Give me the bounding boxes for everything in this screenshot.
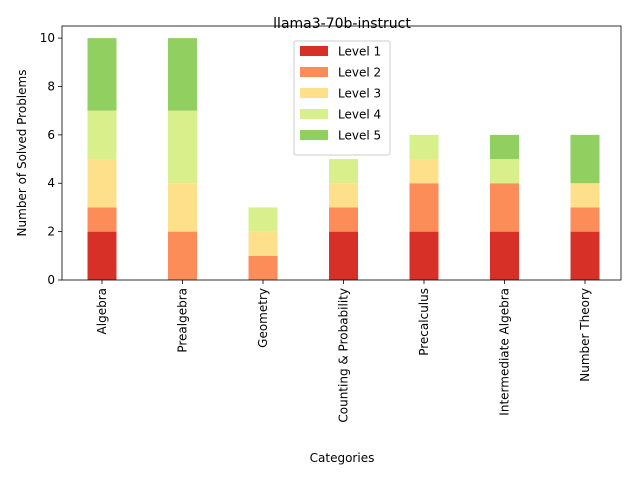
y-tick-label: 10 <box>40 31 55 45</box>
bar-segment-intermediate-algebra-level-4 <box>490 159 519 184</box>
x-axis: Algebra Prealgebra Geometry Counting & Prob… <box>95 280 592 423</box>
bar-segment-precalculus-level-4 <box>409 134 439 160</box>
legend: Level 1 Level 2 Level 3 Level 4 Level 5 <box>293 40 391 156</box>
bar-segment-prealgebra-level-3 <box>168 183 197 232</box>
bar-segment-prealgebra-level-4 <box>168 110 197 184</box>
y-tick-label: 2 <box>47 225 55 239</box>
bar-segment-number-theory-level-5 <box>570 134 600 184</box>
y-axis-label: Number of Solved Problems <box>15 70 29 237</box>
x-tick-label: Algebra <box>95 288 109 334</box>
bar-segment-intermediate-algebra-level-1 <box>490 231 519 280</box>
legend-swatch <box>300 130 328 140</box>
legend-swatch <box>300 46 328 56</box>
bar-segment-counting-probability-level-3 <box>329 183 358 208</box>
bars-group <box>87 38 600 280</box>
legend-label: Level 2 <box>338 66 381 80</box>
bar-segment-algebra-level-1 <box>87 231 117 280</box>
legend-swatch <box>300 67 328 77</box>
bar-segment-intermediate-algebra-level-5 <box>490 134 519 160</box>
bar-segment-algebra-level-5 <box>87 38 117 111</box>
bar-segment-algebra-level-2 <box>87 207 117 232</box>
y-tick-label: 8 <box>47 79 55 93</box>
legend-label: Level 3 <box>338 87 381 101</box>
bar-segment-counting-probability-level-2 <box>329 207 358 232</box>
plot-frame <box>61 25 622 281</box>
x-tick-label: Intermediate Algebra <box>498 288 512 416</box>
bar-segment-geometry-level-2 <box>248 255 278 280</box>
bar-segment-geometry-level-4 <box>248 207 278 232</box>
x-tick-label: Precalculus <box>417 288 431 356</box>
x-axis-label: Categories <box>310 451 375 465</box>
bar-segment-geometry-level-3 <box>248 231 278 256</box>
bar-segment-number-theory-level-3 <box>570 183 600 208</box>
x-tick-label: Prealgebra <box>176 288 190 353</box>
legend-label: Level 5 <box>338 129 381 143</box>
bar-segment-counting-probability-level-4 <box>329 159 358 184</box>
bar-segment-intermediate-algebra-level-2 <box>490 183 519 232</box>
legend-label: Level 4 <box>338 108 381 122</box>
bar-segment-algebra-level-4 <box>87 110 117 160</box>
y-tick-label: 4 <box>47 176 55 190</box>
y-axis: 0 2 4 6 8 10 <box>40 31 62 287</box>
y-tick-label: 0 <box>47 273 55 287</box>
bar-segment-prealgebra-level-5 <box>168 38 197 111</box>
legend-swatch <box>300 88 328 98</box>
bar-segment-algebra-level-3 <box>87 159 117 208</box>
bar-segment-prealgebra-level-2 <box>168 231 197 280</box>
bar-segment-number-theory-level-1 <box>570 231 600 280</box>
bar-segment-counting-probability-level-1 <box>329 231 358 280</box>
legend-label: Level 1 <box>338 45 381 59</box>
bar-segment-precalculus-level-2 <box>409 183 439 232</box>
y-tick-label: 6 <box>47 128 55 142</box>
x-tick-label: Counting & Probability <box>337 288 351 423</box>
bar-segment-number-theory-level-2 <box>570 207 600 232</box>
x-tick-label: Geometry <box>256 288 270 348</box>
x-tick-label: Number Theory <box>578 288 592 382</box>
bar-segment-precalculus-level-1 <box>409 231 439 280</box>
legend-swatch <box>300 109 328 119</box>
chart-title: llama3-70b-instruct <box>273 16 411 32</box>
bar-segment-precalculus-level-3 <box>409 159 439 184</box>
